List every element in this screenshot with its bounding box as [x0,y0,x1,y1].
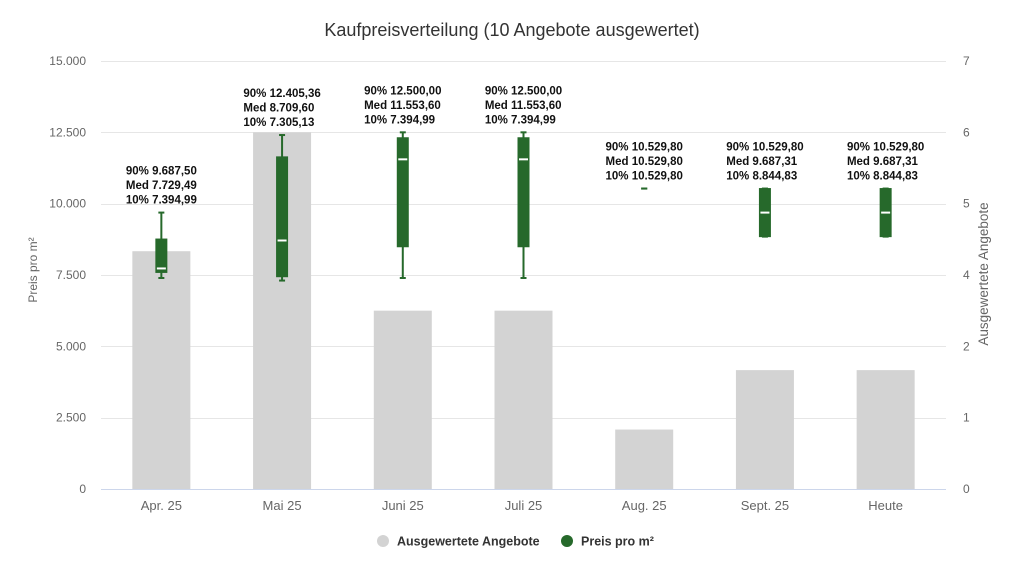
y-left-tick-label: 7.500 [56,268,86,282]
data-label-line: 10% 7.394,99 [364,114,435,126]
data-label-line: Med 10.529,80 [606,156,683,168]
y-left-tick-label: 12.500 [49,125,86,139]
data-label-block: 90% 10.529,80 Med 9.687,31 10% 8.844,83 [847,142,924,183]
data-label-line: 90% 12.500,00 [364,85,441,97]
x-tick-label: Heute [868,498,903,513]
data-label-line: 10% 8.844,83 [726,171,797,183]
x-tick-label: Apr. 25 [141,498,182,513]
y-left-tick-label: 2.500 [56,411,86,425]
x-tick-label: Aug. 25 [622,498,667,513]
boxplot-point[interactable] [879,187,892,238]
y-left-tick-label: 0 [79,482,86,496]
data-label-line: Med 7.729,49 [126,180,197,192]
bar-angebote[interactable] [373,310,432,489]
data-label-line: 10% 7.394,99 [485,114,556,126]
data-label-block: 90% 10.529,80 Med 10.529,80 10% 10.529,80 [606,142,683,183]
bar-angebote[interactable] [132,251,191,489]
legend-label: Preis pro m² [581,535,654,549]
x-tick-label: Mai 25 [263,498,302,513]
boxplot-point[interactable] [517,131,530,279]
legend-item-preis-pro-m2[interactable]: Preis pro m² [561,535,654,549]
data-label-block: 90% 12.500,00 Med 11.553,60 10% 7.394,99 [364,85,441,126]
boxplot-point[interactable] [396,131,409,279]
bar-angebote[interactable] [735,370,794,489]
data-label-line: Med 9.687,31 [726,156,798,168]
data-label-line: 90% 10.529,80 [847,142,924,154]
x-axis-ticks: Apr. 25 Mai 25 Juni 25 Juli 25 Aug. 25 Sept. … [141,498,903,513]
data-label-line: 90% 10.529,80 [726,142,803,154]
data-label-block: 90% 9.687,50 Med 7.729,49 10% 7.394,99 [126,166,197,207]
y-left-tick-label: 15.000 [49,54,86,68]
legend-item-ausgewertete-angebote[interactable]: Ausgewertete Angebote [377,535,540,549]
y-right-tick-label: 0 [963,482,970,496]
x-tick-label: Juli 25 [505,498,543,513]
y-axis-left-title: Preis pro m² [26,237,40,302]
data-label-block: 90% 12.500,00 Med 11.553,60 10% 7.394,99 [485,85,562,126]
data-label-line: Med 9.687,31 [847,156,919,168]
box-body [396,137,409,248]
y-axis-right-title: Ausgewertete Angebote [976,202,991,345]
y-right-tick-label: 4 [963,268,970,282]
data-label-line: Med 8.709,60 [243,103,314,115]
legend-label: Ausgewertete Angebote [397,535,540,549]
x-tick-label: Sept. 25 [741,498,789,513]
bar-angebote[interactable] [494,310,553,489]
chart-title: Kaufpreisverteilung (10 Angebote ausgewe… [324,20,699,40]
box-body [276,156,289,278]
boxplot-point[interactable] [155,211,168,279]
data-label-line: 10% 8.844,83 [847,171,918,183]
data-label-line: 90% 9.687,50 [126,166,197,178]
y-left-tick-label: 10.000 [49,197,86,211]
bar-series-ausgewertete-angebote [132,132,915,490]
bar-angebote[interactable] [615,429,674,489]
y-right-tick-label: 1 [963,411,970,425]
data-label-line: 10% 7.305,13 [243,117,314,129]
y-right-tick-label: 5 [963,197,970,211]
legend-circle-icon [377,535,389,547]
data-label-line: 90% 12.500,00 [485,85,562,97]
data-label-line: 90% 12.405,36 [243,88,320,100]
bar-angebote[interactable] [856,370,915,489]
data-label-line: 10% 10.529,80 [606,171,683,183]
data-label-line: Med 11.553,60 [485,100,562,112]
y-axis-right-ticks: 0 1 2 4 5 6 7 [963,54,970,496]
boxplot-series-preis-pro-m2 [155,131,892,282]
boxplot-point[interactable] [276,134,289,282]
x-tick-label: Juni 25 [382,498,424,513]
y-left-tick-label: 5.000 [56,339,86,353]
box-body [155,238,168,273]
data-label-line: 10% 7.394,99 [126,195,197,207]
y-right-tick-label: 6 [963,125,970,139]
legend-circle-icon [561,535,573,547]
y-right-tick-label: 7 [963,54,970,68]
y-right-tick-label: 2 [963,339,970,353]
data-label-line: 90% 10.529,80 [606,142,683,154]
data-label-block: 90% 12.405,36 Med 8.709,60 10% 7.305,13 [243,88,320,129]
y-axis-left-ticks: 0 2.500 5.000 7.500 10.000 12.500 15.000 [49,54,86,496]
legend: Ausgewertete Angebote Preis pro m² [377,535,654,549]
data-label-block: 90% 10.529,80 Med 9.687,31 10% 8.844,83 [726,142,803,183]
box-body [517,137,530,248]
boxplot-point[interactable] [758,187,771,238]
data-label-line: Med 11.553,60 [364,100,441,112]
